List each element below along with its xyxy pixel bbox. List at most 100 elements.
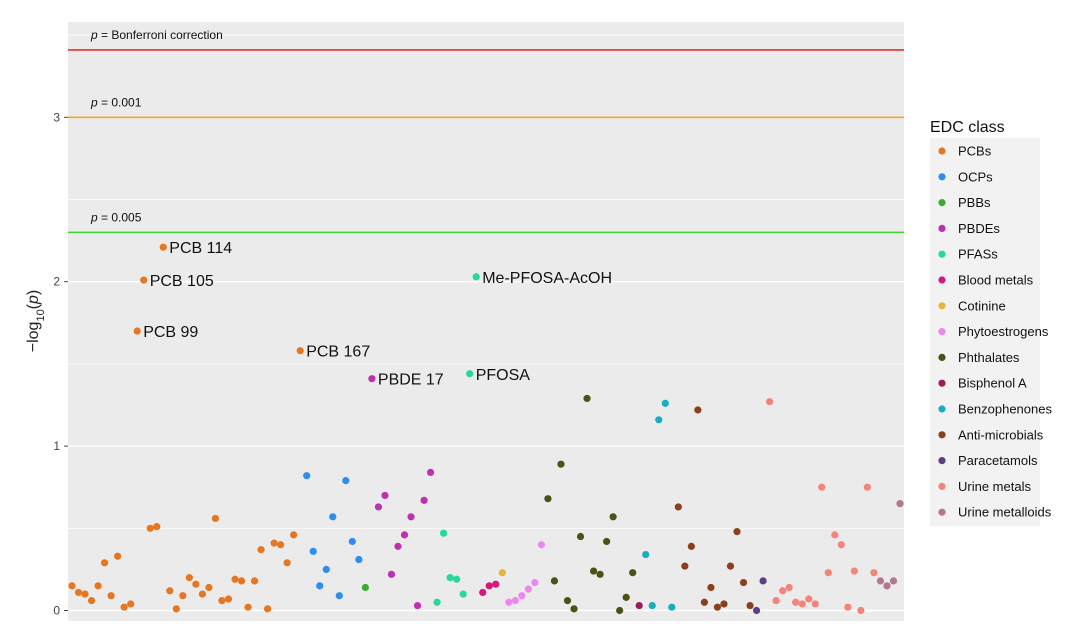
y-axis-ticks: 0 1 2 3 [53, 110, 68, 618]
data-point [889, 577, 898, 585]
data-point [172, 605, 180, 613]
legend-key [938, 328, 946, 336]
data-point [772, 597, 780, 605]
data-point [870, 569, 878, 577]
legend-key [938, 224, 946, 232]
data-point [616, 606, 624, 615]
data-point [629, 569, 637, 577]
data-point [316, 582, 324, 590]
data-point [446, 574, 454, 582]
reference-line-label: p = 0.001 [90, 95, 142, 109]
y-tick-label: 3 [53, 110, 60, 124]
data-point [407, 513, 415, 521]
data-point [355, 555, 363, 564]
data-point [159, 243, 167, 251]
data-point [120, 603, 128, 611]
legend-label: Urine metalloids [958, 505, 1052, 520]
data-point [374, 503, 383, 511]
data-point [511, 597, 519, 605]
legend-label: Bisphenol A [958, 376, 1027, 391]
data-point [824, 569, 832, 577]
point-annotation: PBDE 17 [378, 372, 444, 389]
data-point [146, 524, 154, 532]
data-point [883, 582, 891, 590]
data-point [426, 468, 435, 477]
data-point [831, 531, 839, 539]
data-point [648, 601, 656, 610]
data-point [805, 595, 813, 603]
data-point [368, 375, 376, 383]
data-point [420, 496, 428, 504]
data-point [857, 606, 865, 615]
data-point [303, 472, 311, 480]
data-point [576, 532, 585, 541]
reference-line-label: p = 0.005 [90, 210, 142, 224]
legend-items: PCBs OCPs PBBs PBDEs PFASs Blood metals Cotini… [938, 144, 1052, 520]
data-point [524, 585, 532, 593]
data-point [87, 597, 96, 605]
data-point [752, 606, 761, 615]
legend-background [930, 138, 1040, 526]
data-point [361, 583, 369, 592]
data-point [668, 603, 676, 611]
data-point [453, 575, 461, 583]
data-point [837, 541, 845, 549]
y-tick-label: 0 [53, 604, 60, 618]
data-point [211, 514, 220, 523]
data-point [694, 406, 702, 414]
data-point [544, 495, 552, 503]
legend-label: PCBs [958, 144, 992, 159]
data-point [785, 583, 793, 592]
data-point [127, 600, 135, 608]
data-point [700, 598, 709, 606]
data-point [394, 542, 402, 550]
data-point [114, 552, 122, 560]
y-tick-label: 2 [53, 275, 60, 289]
data-point [505, 598, 513, 606]
data-point [844, 603, 852, 611]
data-point [166, 587, 174, 595]
data-point [681, 562, 689, 570]
reference-line-label: p = Bonferroni correction [90, 28, 223, 42]
data-point [329, 513, 337, 521]
legend-key [938, 431, 946, 439]
legend-label: Urine metals [958, 479, 1031, 494]
legend-key [938, 482, 946, 490]
data-point [720, 600, 728, 608]
data-point [746, 601, 754, 610]
data-point [635, 601, 643, 610]
data-point [531, 578, 539, 587]
data-point [244, 603, 252, 611]
data-point [250, 577, 259, 585]
data-point [100, 559, 109, 567]
data-point [257, 546, 265, 554]
legend-label: Benzophenones [958, 402, 1052, 417]
legend-label: Phthalates [958, 350, 1020, 365]
data-point [81, 590, 89, 598]
data-point [335, 592, 343, 600]
data-point [739, 578, 748, 587]
legend-title: EDC class [930, 119, 1005, 136]
data-point [433, 598, 441, 606]
legend-label: Paracetamols [958, 453, 1038, 468]
data-point [713, 603, 722, 611]
data-point [557, 460, 565, 468]
data-point [687, 542, 695, 550]
data-point [198, 590, 206, 598]
data-point [583, 394, 591, 403]
data-point [766, 398, 774, 406]
point-annotation: PFOSA [476, 367, 531, 384]
data-point [153, 523, 161, 531]
legend-key [938, 405, 946, 413]
data-point [107, 592, 115, 600]
data-point [733, 527, 741, 536]
data-point [277, 541, 285, 549]
legend-label: Blood metals [958, 273, 1034, 288]
legend-label: Anti-microbials [958, 427, 1044, 442]
data-point [185, 574, 193, 582]
data-point [563, 597, 572, 605]
point-annotations: PCB 114 PCB 105 PCB 99 PCB 167 PBDE 17 PFOSA M… [143, 240, 612, 389]
data-point [596, 570, 604, 578]
data-point [792, 598, 800, 606]
data-point [896, 500, 904, 508]
